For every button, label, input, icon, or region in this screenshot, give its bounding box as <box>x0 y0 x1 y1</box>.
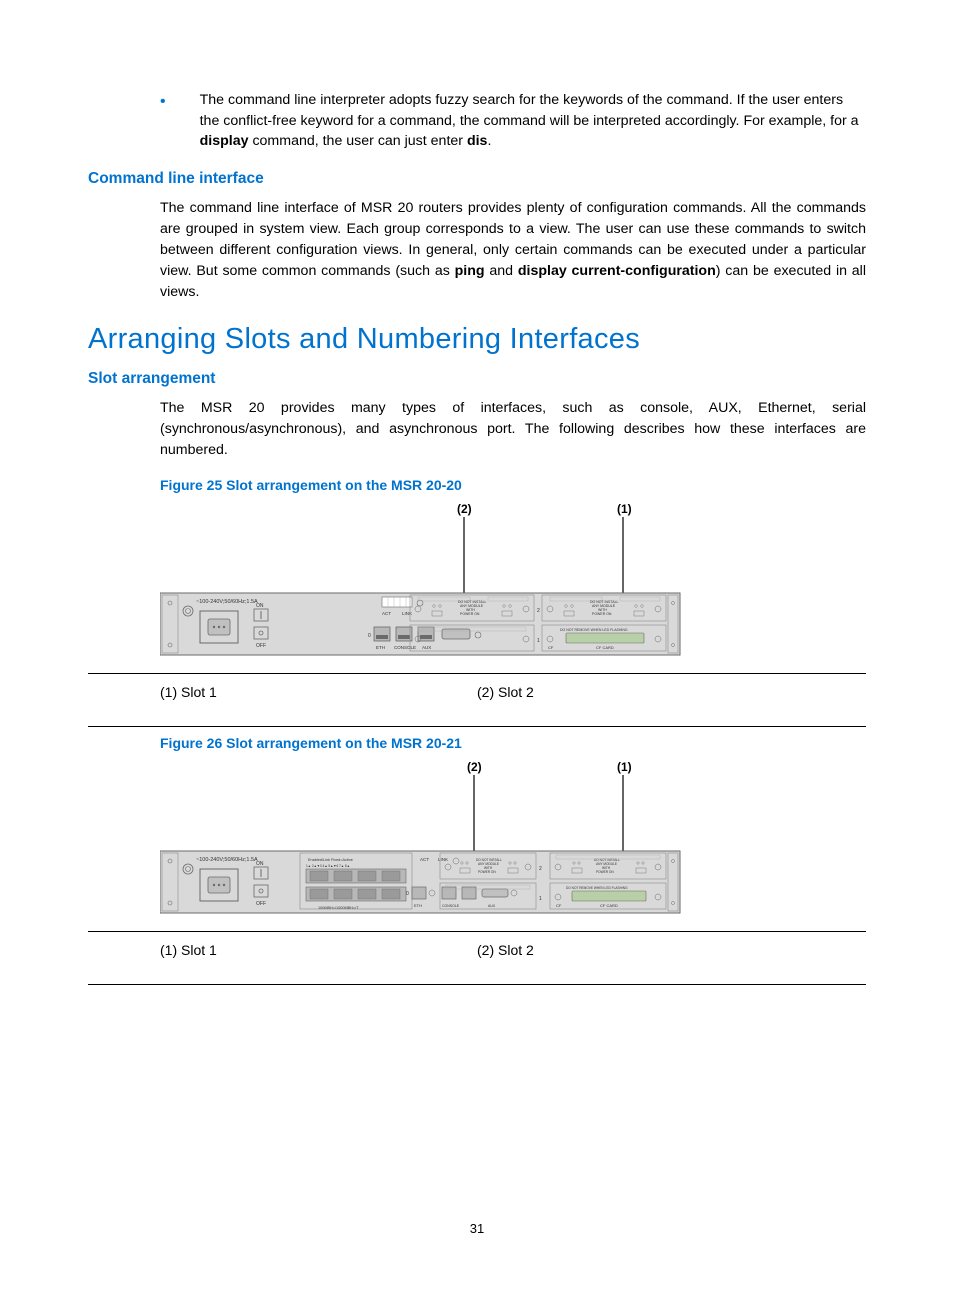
cf-warning: DO NOT REMOVE WHEN LED FLASHING <box>560 628 628 632</box>
cf-label: CF <box>556 903 562 908</box>
on-label: ON <box>256 603 264 609</box>
bold-text: display current-configuration <box>518 263 716 279</box>
table-row: (1) Slot 1 (2) Slot 2 <box>88 938 866 964</box>
on-label: ON <box>256 861 264 867</box>
callout-2: (2) <box>467 760 482 774</box>
figure26-legend: (1) Slot 1 (2) Slot 2 <box>88 931 866 985</box>
off-label: OFF <box>256 643 266 649</box>
legend-left: (1) Slot 1 <box>88 938 477 964</box>
eth-label: ETH <box>414 903 422 908</box>
figure25-caption: Figure 25 Slot arrangement on the MSR 20… <box>160 477 866 493</box>
power-spec: ~100-240V;50/60Hz;1.5A <box>196 599 258 605</box>
port0: 0 <box>406 891 409 897</box>
legend-right: (2) Slot 2 <box>477 938 866 964</box>
text: and <box>485 263 518 279</box>
act-label: ACT <box>420 857 429 862</box>
heading-main: Arranging Slots and Numbering Interfaces <box>88 323 866 356</box>
figure25: (2) (1) ~100-240V;50/60Hz;1.5A O <box>160 501 866 665</box>
slot2-num: 2 <box>537 608 540 614</box>
bullet-text: The command line interpreter adopts fuzz… <box>200 90 866 152</box>
page-number: 31 <box>0 1221 954 1236</box>
off-label: OFF <box>256 901 266 907</box>
slot-paragraph: The MSR 20 provides many types of interf… <box>88 398 866 461</box>
cf-label: CF <box>548 645 554 650</box>
link-label: LINK <box>402 611 412 616</box>
callout-2: (2) <box>457 502 472 516</box>
cli-paragraph: The command line interface of MSR 20 rou… <box>88 198 866 303</box>
console-label: CONSOLE <box>394 645 416 650</box>
aux-label: AUX <box>488 904 496 908</box>
callout-1: (1) <box>617 760 632 774</box>
aux-label: AUX <box>422 645 431 650</box>
figure25-legend: (1) Slot 1 (2) Slot 2 <box>88 673 866 727</box>
cfcard-label: CF CARD <box>596 645 614 650</box>
heading-cli: Command line interface <box>88 170 866 188</box>
link-label: LINK <box>438 857 448 862</box>
eth-label: ETH <box>376 645 385 650</box>
figure25-svg: (2) (1) ~100-240V;50/60Hz;1.5A O <box>160 501 866 665</box>
cf-warning: DO NOT REMOVE WHEN LED FLASHING <box>566 886 628 890</box>
act-label: ACT <box>382 611 391 616</box>
bullet-marker: • <box>160 94 166 152</box>
text: command, the user can just enter <box>249 133 467 149</box>
figure26-caption: Figure 26 Slot arrangement on the MSR 20… <box>160 735 866 751</box>
heading-slot: Slot arrangement <box>88 370 866 388</box>
slot2-num: 2 <box>539 866 542 872</box>
table-row: (1) Slot 1 (2) Slot 2 <box>88 680 866 706</box>
switch-ports-legend: 1▲ 2▲▼3 4▲ 5▲▼6 7▲ 8▲ <box>306 864 350 868</box>
switch-top: Enabled/Link Fixed=Active <box>308 858 353 862</box>
slot1-num: 1 <box>537 638 540 644</box>
text: The command line interpreter adopts fuzz… <box>200 92 859 129</box>
legend-right: (2) Slot 2 <box>477 680 866 706</box>
legend-left: (1) Slot 1 <box>88 680 477 706</box>
callout-1: (1) <box>617 502 632 516</box>
cfcard-label: CF CARD <box>600 903 618 908</box>
bold-text: dis <box>467 133 488 149</box>
figure26: (2) (1) ~100-240V;50/60Hz;1.5A ON <box>160 759 866 923</box>
text: . <box>487 133 491 149</box>
console-label: CONSOLE <box>442 904 460 908</box>
device-msr2021: ~100-240V;50/60Hz;1.5A ON OFF Enabled/Li… <box>160 851 680 913</box>
bold-text: ping <box>455 263 485 279</box>
bold-text: display <box>200 133 249 149</box>
switch-bottom: 100MBH=/1000MBH=/T <box>318 906 359 910</box>
slot1-num: 1 <box>539 896 542 902</box>
port0: 0 <box>368 633 371 639</box>
power-spec: ~100-240V;50/60Hz;1.5A <box>196 857 258 863</box>
bullet-item: • The command line interpreter adopts fu… <box>88 90 866 152</box>
device-msr2020: ~100-240V;50/60Hz;1.5A ON OFF ACT LINK <box>160 593 680 655</box>
figure26-svg: (2) (1) ~100-240V;50/60Hz;1.5A ON <box>160 759 866 923</box>
